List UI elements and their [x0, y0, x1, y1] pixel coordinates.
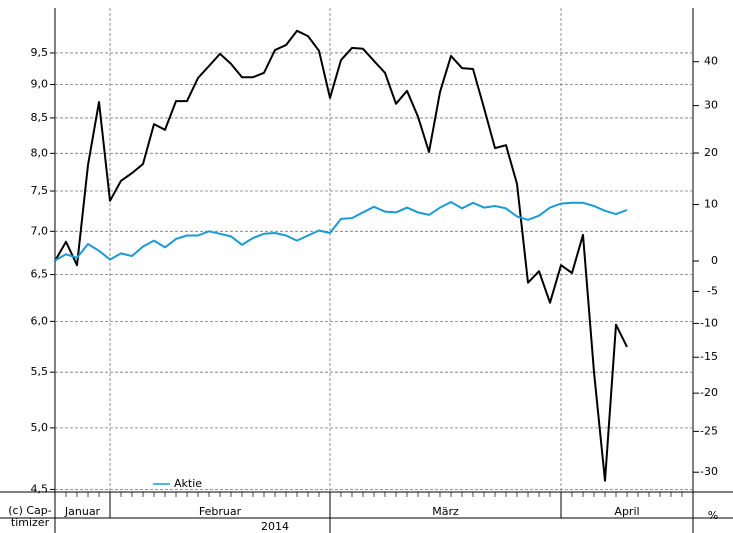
- y2-tick-label: -10: [700, 316, 718, 329]
- y2-unit: %: [708, 509, 718, 522]
- month-label: Januar: [64, 505, 101, 518]
- y-tick-label: 8,5: [31, 111, 49, 124]
- y2-tick-label: 40: [704, 55, 718, 68]
- y-tick-label: 6,5: [31, 268, 49, 281]
- y2-tick-label: -5: [707, 284, 718, 297]
- y-tick-label: 4,5: [31, 482, 49, 495]
- y-tick-label: 9,5: [31, 46, 49, 59]
- y2-tick-label: -30: [700, 465, 718, 478]
- y2-tick-label: 20: [704, 146, 718, 159]
- y-tick-label: 7,5: [31, 184, 49, 197]
- y-tick-label: 6,0: [31, 314, 49, 327]
- y-tick-label: 7,0: [31, 224, 49, 237]
- month-label: März: [432, 505, 459, 518]
- y-tick-label: 5,0: [31, 421, 49, 434]
- y2-tick-label: 10: [704, 198, 718, 211]
- month-label: Februar: [199, 505, 242, 518]
- y2-tick-label: 30: [704, 99, 718, 112]
- y2-tick-label: -25: [700, 424, 718, 437]
- y-tick-label: 5,5: [31, 365, 49, 378]
- y2-tick-label: -15: [700, 350, 718, 363]
- copyright: timizer: [11, 516, 50, 529]
- copyright: (c) Cap-: [8, 504, 52, 517]
- series-line: [54, 201, 628, 262]
- y-tick-label: 9,0: [31, 78, 49, 91]
- series-line: [54, 29, 628, 482]
- y-tick-label: 8,0: [31, 146, 49, 159]
- y2-tick-label: -20: [700, 386, 718, 399]
- legend-label: Aktie: [174, 477, 202, 490]
- year-label: 2014: [261, 520, 289, 533]
- month-label: April: [614, 505, 639, 518]
- y2-tick-label: 0: [711, 254, 718, 267]
